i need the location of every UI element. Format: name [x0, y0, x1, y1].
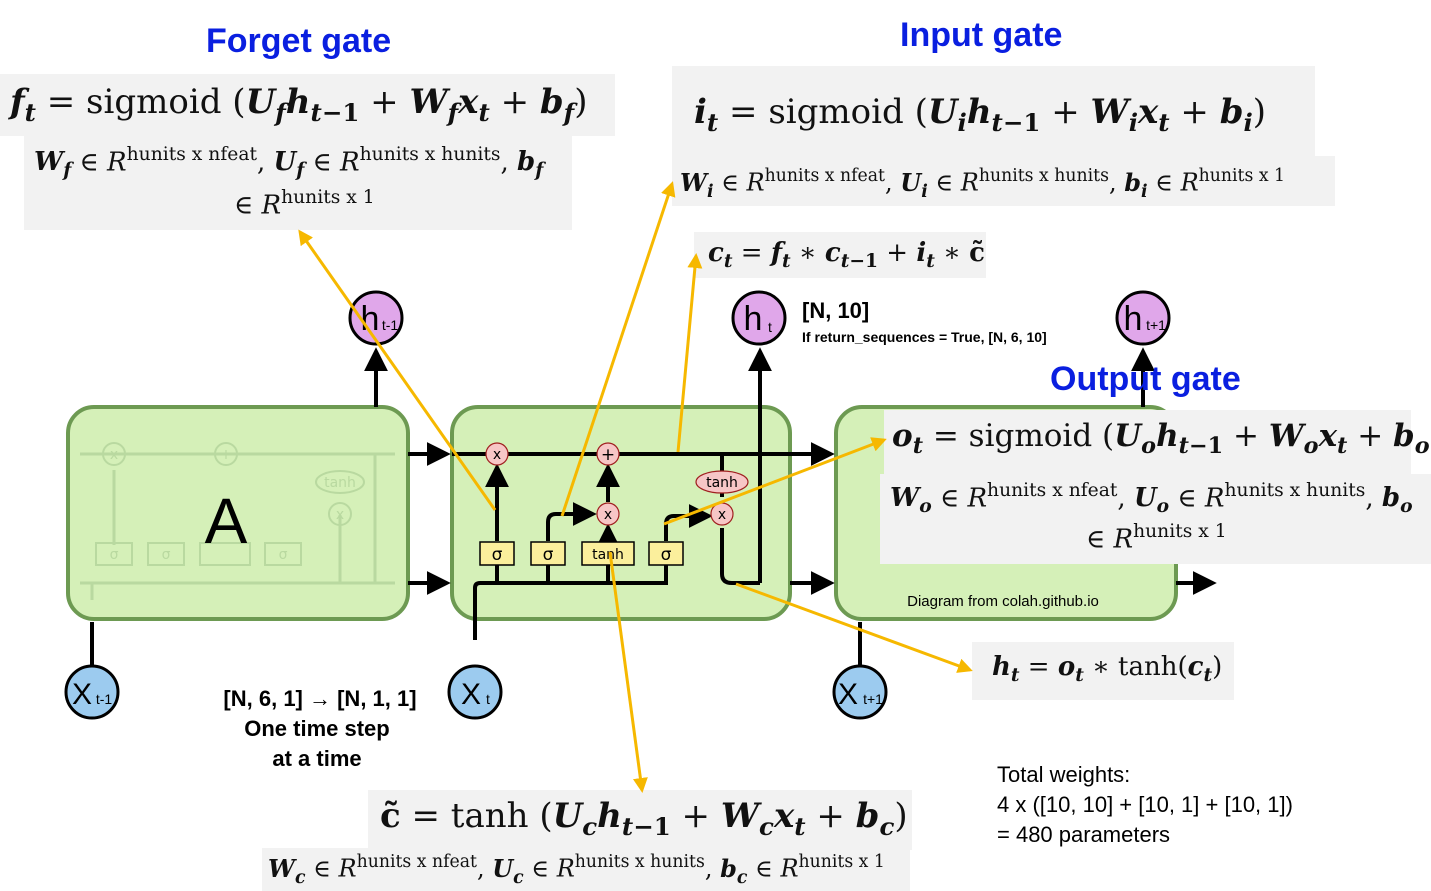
sigma-forget: σ [492, 545, 503, 565]
return-sequences-note: If return_sequences = True, [N, 6, 10] [802, 329, 1047, 345]
output-shape-note: [N, 10] [802, 298, 870, 323]
h-prev-node: h t-1 [348, 290, 404, 346]
x-cur-main: X [461, 678, 481, 711]
cell-current: σ σ tanh σ x + x x tanh [450, 347, 792, 640]
block-label: A [205, 485, 248, 557]
x-prev-main: X [72, 678, 92, 711]
x-cur-node: X t [447, 664, 503, 720]
tanh-layer-label: tanh [592, 547, 624, 563]
faded-plus: + [220, 447, 232, 463]
candidate-tanh-layer: tanh [581, 541, 635, 566]
one-step-note-1: One time step [244, 716, 390, 741]
diagram-credit: Diagram from colah.github.io [907, 593, 1099, 610]
x-cur-sub: t [486, 691, 490, 707]
x-prev-sub: t-1 [96, 691, 113, 707]
x-next-sub: t+1 [863, 691, 883, 707]
faded-tanh: tanh [324, 475, 356, 491]
h-prev-main: h [361, 300, 380, 338]
forget-dims-box: Wf ∈ Rhunits x nfeat, Uf ∈ Rhunits x hun… [24, 136, 572, 230]
total-weights-label: Total weights: [997, 762, 1131, 787]
x-prev-node: X t-1 [64, 664, 120, 720]
x-next-main: X [838, 678, 858, 711]
h-cur-node: h t [731, 290, 787, 346]
faded-times-1: x [110, 447, 118, 463]
output-gate-title: Output gate [1050, 360, 1241, 398]
cell-state-equation-box: ct = ft ∗ ct−1 + it ∗ c̃ [694, 232, 986, 278]
faded-times-2: x [336, 507, 344, 523]
h-cur-main: h [744, 300, 763, 338]
total-weights-formula: 4 x ([10, 10] + [10, 1] + [10, 1]) [997, 792, 1293, 817]
tanh-op-label: tanh [706, 475, 738, 491]
forget-gate-sigma: σ [479, 541, 515, 566]
output-equation-box: ot = sigmoid (Uoht−1 + Woxt + bo) [884, 410, 1431, 474]
times-forget: x [493, 447, 501, 463]
forget-gate-title: Forget gate [206, 22, 392, 60]
candidate-equation-box: c̃ = tanh (Ucht−1 + Wcxt + bc) [368, 790, 912, 850]
times-input: x [604, 507, 612, 523]
h-next-node: h t+1 [1115, 290, 1171, 346]
output-dims-box: Wo ∈ Rhunits x nfeat, Uo ∈ Rhunits x hun… [880, 474, 1431, 564]
h-next-sub: t+1 [1146, 317, 1166, 333]
candidate-dims-box: Wc ∈ Rhunits x nfeat, Uc ∈ Rhunits x hun… [262, 848, 910, 891]
input-equation-box: it = sigmoid (Uiht−1 + Wixt + bi) [672, 66, 1315, 156]
h-prev-sub: t-1 [382, 317, 399, 333]
input-gate-title: Input gate [900, 16, 1063, 54]
faded-sigma-1: σ [110, 547, 119, 563]
input-gate-sigma: σ [530, 541, 566, 566]
h-next-main: h [1124, 300, 1143, 338]
hidden-state-equation-box: ht = ot ∗ tanh(ct) [972, 642, 1234, 700]
times-output: x [718, 507, 726, 523]
output-gate-sigma: σ [648, 541, 684, 566]
plus-cell: + [601, 445, 615, 465]
total-weights-result: = 480 parameters [997, 822, 1171, 847]
h-cur-sub: t [768, 319, 772, 335]
x-next-node: X t+1 [832, 664, 888, 720]
one-step-note-2: at a time [272, 746, 362, 771]
cell-prev: σ σ σ tanh x + x A [66, 405, 410, 621]
sigma-output: σ [661, 545, 672, 565]
input-shape-note: [N, 6, 1] → [N, 1, 1] [223, 686, 417, 711]
input-dims-box: Wi ∈ Rhunits x nfeat, Ui ∈ Rhunits x hun… [672, 156, 1335, 206]
sigma-input: σ [543, 545, 554, 565]
faded-sigma-2: σ [162, 547, 171, 563]
faded-sigma-3: σ [279, 547, 288, 563]
forget-equation-box: ft = sigmoid (Ufht−1 + Wfxt + bf) [0, 74, 615, 136]
